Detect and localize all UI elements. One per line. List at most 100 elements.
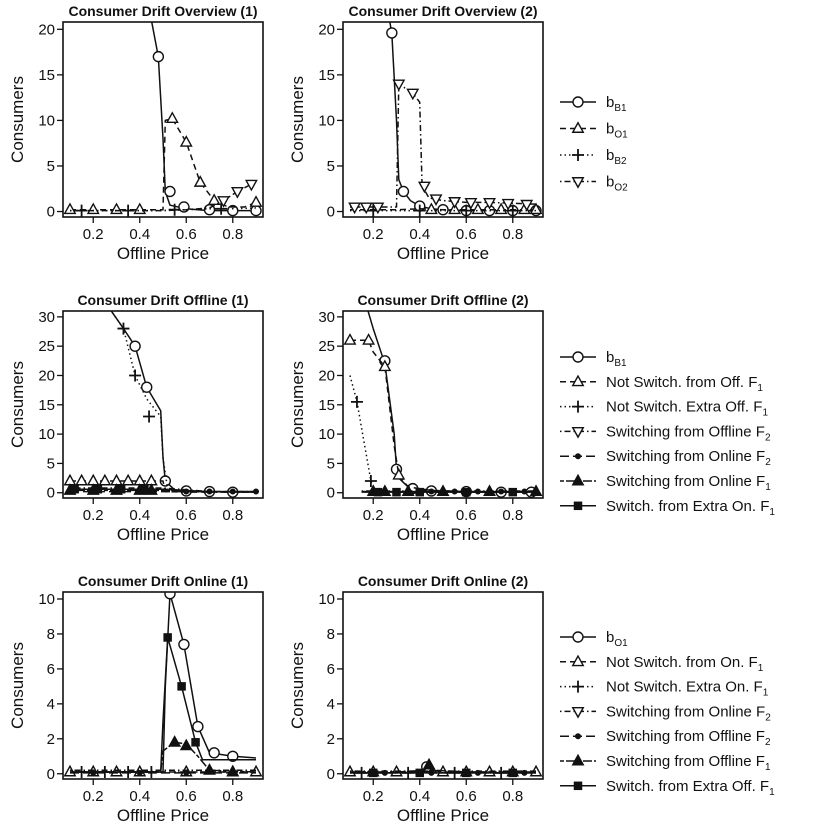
- y-tick-label: 10: [38, 591, 55, 608]
- legend-label: Switching from Online F1: [606, 473, 771, 493]
- y-tick-label: 5: [327, 158, 335, 175]
- x-tick-label: 0.2: [363, 226, 384, 243]
- y-tick-label: 5: [327, 455, 335, 472]
- data-point: [508, 768, 518, 778]
- legend-entry: Switch. from Extra Off. F1: [560, 778, 775, 798]
- series-line: [389, 22, 536, 212]
- legend-marker: [572, 400, 584, 413]
- data-point: [140, 484, 149, 494]
- legend-subscript: 1: [765, 762, 771, 773]
- legend-entry: bB1: [560, 349, 627, 369]
- series-line: [70, 636, 256, 773]
- legend-entry: bB1: [560, 94, 627, 114]
- data-point: [75, 473, 89, 486]
- x-tick-label: 0.8: [222, 226, 243, 243]
- legend-entry: Switching from Offline F1: [560, 753, 771, 773]
- x-tick-label: 0.6: [456, 788, 477, 805]
- x-axis-label: Offline Price: [117, 806, 209, 825]
- x-tick-label: 0.4: [129, 788, 150, 805]
- data-point: [448, 202, 462, 215]
- plot-frame: [62, 310, 264, 499]
- series-not-switch-extra-off-f1: [349, 375, 536, 493]
- y-tick-label: 0: [47, 766, 55, 783]
- data-point: [168, 735, 182, 747]
- series-line: [70, 592, 257, 773]
- series-switch-from-extra-on-f1: [361, 487, 536, 497]
- x-axis-label: Offline Price: [397, 525, 489, 544]
- legend-subscript: 2: [765, 432, 771, 443]
- y-tick-label: 0: [327, 204, 335, 221]
- panel-title: Consumer Drift Online (1): [78, 573, 248, 589]
- y-tick-label: 10: [38, 426, 55, 443]
- data-point: [350, 395, 363, 408]
- data-point: [401, 484, 415, 497]
- series-not-switch-from-off-f1: [343, 333, 537, 493]
- legend-marker: [571, 426, 585, 439]
- x-axis-label: Offline Price: [397, 806, 489, 825]
- data-point: [483, 197, 496, 210]
- y-tick-label: 8: [47, 626, 55, 643]
- legend-2: bB1 Not Switch. from Off. F1 Not Switch. E…: [560, 349, 775, 518]
- legend-label: Not Switch. from Off. F1: [606, 374, 763, 394]
- data-point: [141, 381, 153, 393]
- data-point: [397, 185, 410, 198]
- series-switch-from-extra-off-f1: [350, 768, 536, 778]
- x-tick-label: 0.4: [409, 507, 430, 524]
- data-point: [93, 484, 103, 494]
- legend-1: bB1 bO1 bB2 bO2: [560, 94, 628, 194]
- legend-label: bB1: [606, 94, 627, 114]
- y-tick-label: 10: [318, 426, 335, 443]
- data-point: [117, 322, 130, 335]
- y-tick-label: 6: [47, 661, 55, 678]
- x-tick-label: 0.8: [222, 507, 243, 524]
- data-point: [191, 738, 200, 747]
- y-tick-label: 15: [38, 67, 55, 84]
- y-axis-label: Consumers: [8, 361, 27, 448]
- y-axis-label: Consumers: [288, 642, 307, 729]
- x-tick-label: 0.6: [176, 226, 197, 243]
- data-point: [183, 769, 190, 776]
- data-point: [386, 27, 398, 39]
- series-line: [110, 311, 256, 493]
- legend-marker: [572, 680, 584, 693]
- data-point: [462, 768, 471, 778]
- data-point: [179, 738, 193, 751]
- y-tick-label: 0: [327, 766, 335, 783]
- data-point: [203, 763, 216, 775]
- legend-label: Switching from Offline F2: [606, 423, 771, 443]
- data-point: [460, 204, 473, 217]
- x-tick-label: 0.2: [83, 226, 104, 243]
- legend-subscript: B2: [614, 156, 627, 167]
- data-point: [86, 202, 100, 215]
- data-point: [373, 487, 383, 497]
- data-point: [483, 484, 496, 497]
- legend-marker: [571, 706, 585, 719]
- data-point: [121, 473, 135, 486]
- y-tick-label: 20: [38, 21, 55, 38]
- x-tick-label: 0.8: [502, 507, 523, 524]
- panel-title: Consumer Drift Overview (2): [348, 3, 537, 19]
- legend-entry: Switching from Offline F2: [560, 423, 771, 443]
- data-point: [368, 768, 378, 778]
- y-tick-label: 10: [38, 112, 55, 129]
- legend-marker: [572, 96, 584, 108]
- data-point: [249, 195, 263, 207]
- legend-marker: [575, 453, 581, 460]
- x-axis-label: Offline Price: [117, 244, 209, 263]
- series-bo2: [348, 79, 537, 215]
- data-point: [406, 88, 420, 101]
- y-tick-label: 0: [47, 485, 55, 502]
- data-point: [413, 204, 426, 217]
- x-axis-label: Offline Price: [117, 525, 209, 544]
- y-tick-label: 4: [47, 696, 55, 713]
- y-tick-label: 20: [38, 367, 55, 384]
- data-point: [217, 196, 230, 208]
- legend-entry: Switching from Online F2: [560, 703, 771, 723]
- data-point: [129, 340, 141, 352]
- data-point: [227, 204, 239, 217]
- y-axis-label: Consumers: [8, 76, 27, 163]
- x-tick-label: 0.6: [176, 788, 197, 805]
- data-point: [63, 202, 77, 215]
- x-tick-label: 0.8: [222, 788, 243, 805]
